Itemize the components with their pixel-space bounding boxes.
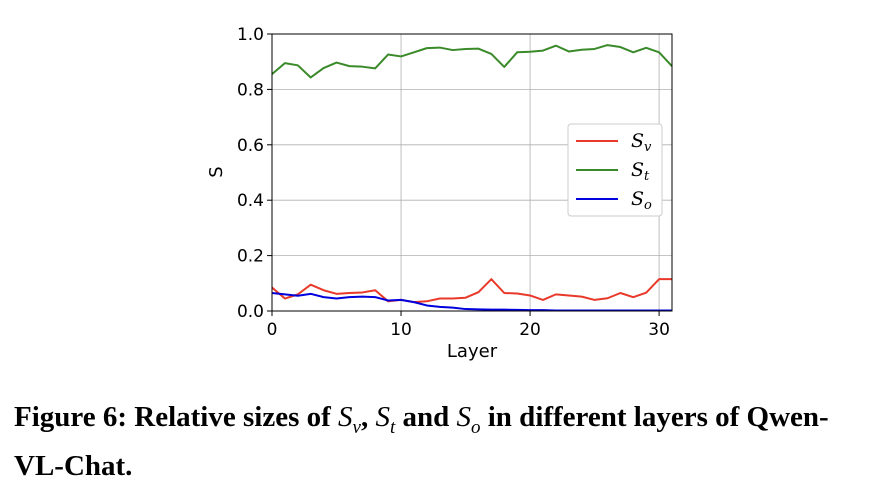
- figure-caption: Figure 6: Relative sizes of Sv, St and S…: [14, 398, 874, 485]
- legend-label-main: S: [631, 188, 644, 210]
- caption-separator: ,: [360, 401, 376, 433]
- series-lines: [271, 44, 673, 312]
- y-tick-label: 0.2: [237, 247, 264, 267]
- caption-separator: and: [395, 401, 457, 433]
- legend-label-t: St: [631, 159, 650, 184]
- x-tick-label: 0: [267, 320, 278, 340]
- series-line-t: [271, 44, 673, 79]
- y-tick-label: 0.6: [237, 136, 264, 156]
- legend-label-sub: v: [644, 140, 652, 155]
- y-tick-label: 0.0: [237, 302, 264, 322]
- series-line-o: [271, 292, 672, 312]
- caption-subscript-t: t: [389, 416, 396, 438]
- x-tick-label: 10: [390, 320, 412, 340]
- legend-label-sub: o: [644, 198, 652, 213]
- x-axis-label: Layer: [447, 341, 498, 362]
- caption-symbol-s: S: [338, 401, 353, 433]
- y-axis-label: S: [206, 166, 227, 177]
- caption-subscript-v: v: [352, 416, 361, 438]
- caption-symbol-s: S: [375, 401, 390, 433]
- caption-suffix: in different layers of Qwen-VL-Chat.: [14, 401, 829, 482]
- y-tick-label: 1.0: [237, 25, 264, 45]
- legend-label-main: S: [631, 130, 644, 152]
- caption-symbol-s: S: [456, 401, 472, 433]
- y-tick-label: 0.4: [237, 191, 264, 211]
- legend-label-sub: t: [644, 169, 650, 184]
- x-tick-label: 20: [519, 320, 541, 340]
- legend-label-main: S: [631, 159, 644, 181]
- legend-label-o: So: [631, 188, 652, 213]
- axis-ticks: 0 10 20 30 0.0 0.2 0.4 0.6 0.8 1.0: [237, 25, 670, 340]
- legend-label-v: Sv: [631, 130, 652, 155]
- caption-subscript-o: o: [471, 416, 481, 438]
- plot-frame: [271, 33, 673, 312]
- caption-prefix: Figure 6: Relative sizes of: [14, 401, 339, 433]
- x-tick-label: 30: [648, 320, 670, 340]
- series-line-v: [271, 278, 672, 304]
- y-tick-label: 0.8: [237, 80, 264, 100]
